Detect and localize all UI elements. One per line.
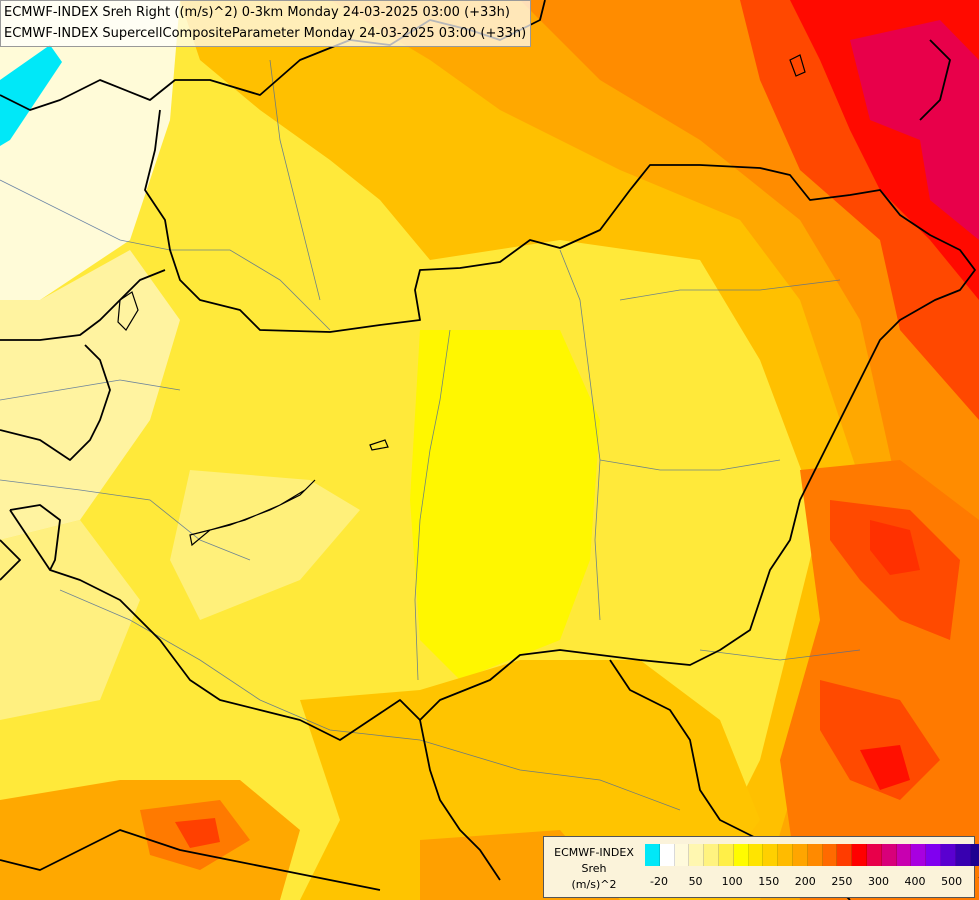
legend-swatch <box>792 844 808 866</box>
legend-variable: Sreh <box>581 862 607 875</box>
legend-swatch <box>955 844 971 866</box>
title-line-1: ECMWF-INDEX Sreh Right ((m/s)^2) 0-3km M… <box>4 5 510 20</box>
legend-swatch <box>881 844 897 866</box>
legend-swatch <box>733 844 749 866</box>
legend-model: ECMWF-INDEX <box>554 846 634 859</box>
legend-tick-label: 250 <box>831 875 853 888</box>
legend-tick-label: 150 <box>758 875 780 888</box>
legend-swatch <box>896 844 912 866</box>
legend-swatch <box>837 844 853 866</box>
legend-swatch <box>704 844 719 866</box>
legend-swatch <box>778 844 793 866</box>
legend-swatch <box>674 844 690 866</box>
legend-swatch <box>748 844 764 866</box>
legend-tick-label: -20 <box>650 875 668 888</box>
legend-swatches <box>645 844 979 866</box>
legend-tick-label: 400 <box>904 875 926 888</box>
legend-swatch <box>926 844 941 866</box>
color-legend: ECMWF-INDEX Sreh (m/s)^2 -20 50 100 150 200 2… <box>543 836 979 898</box>
legend-swatch <box>822 844 838 866</box>
legend-swatch <box>645 844 660 866</box>
title-line-2: ECMWF-INDEX SupercellCompositeParameter … <box>4 26 527 41</box>
legend-swatch <box>970 844 979 866</box>
legend-swatch <box>866 844 882 866</box>
legend-swatch <box>718 844 734 866</box>
legend-tick-label: 500 <box>941 875 963 888</box>
legend-swatch <box>940 844 956 866</box>
legend-tick-label: 50 <box>688 875 703 888</box>
map-title-box: ECMWF-INDEX Sreh Right ((m/s)^2) 0-3km M… <box>0 0 532 47</box>
legend-unit: (m/s)^2 <box>571 878 617 891</box>
legend-tick-label: 700 <box>978 875 979 888</box>
legend-swatch <box>689 844 705 866</box>
legend-swatch <box>659 844 675 866</box>
legend-swatch <box>911 844 927 866</box>
legend-tick-label: 300 <box>867 875 889 888</box>
legend-tick-label: 100 <box>721 875 743 888</box>
legend-swatch <box>807 844 823 866</box>
legend-swatch <box>763 844 779 866</box>
legend-ticks: -20 50 100 150 200 250 300 400 500 700 <box>645 875 979 889</box>
legend-swatch <box>852 844 867 866</box>
legend-tick-label: 200 <box>794 875 816 888</box>
